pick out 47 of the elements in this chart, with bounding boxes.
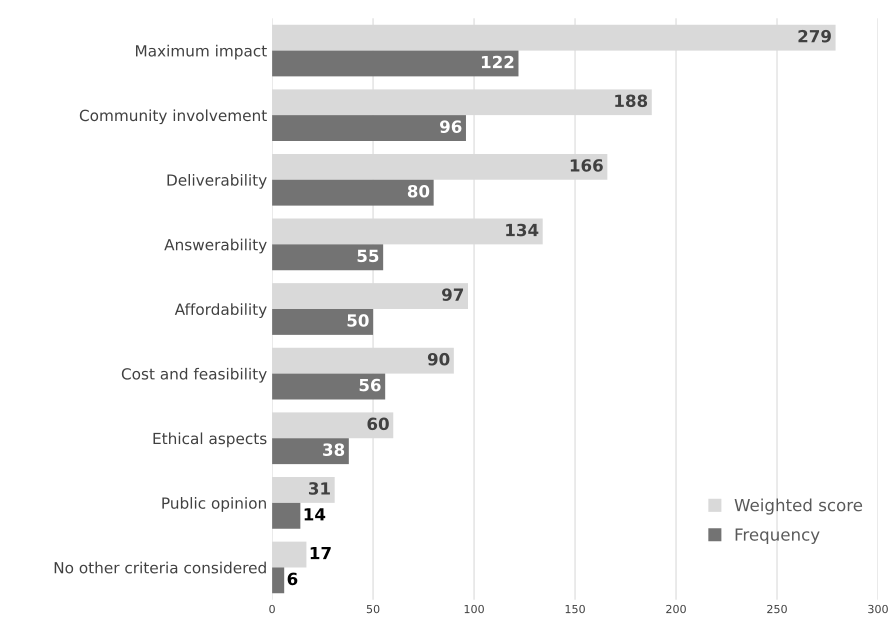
data-label: 17 — [310, 546, 331, 560]
bar — [272, 180, 434, 206]
bar — [272, 374, 386, 400]
y-tick-label: Public opinion — [162, 497, 266, 512]
data-label: 6 — [288, 572, 298, 586]
bar — [272, 50, 518, 76]
data-label: 55 — [358, 250, 378, 262]
data-label: 56 — [360, 378, 381, 392]
data-label: 90 — [428, 352, 450, 366]
x-tick-label: 300 — [868, 604, 888, 614]
data-label: 166 — [570, 159, 603, 172]
y-tick-label: Answerability — [164, 238, 267, 254]
bar — [272, 244, 384, 270]
legend-label: Weighted score — [734, 498, 862, 515]
y-tick-label: Ethical aspects — [154, 432, 266, 448]
x-tick-label: 200 — [666, 604, 686, 614]
data-label: 188 — [615, 94, 648, 108]
x-tick-label: 250 — [767, 604, 787, 614]
x-tick-label: 0 — [269, 604, 275, 614]
y-tick-label: No other criteria considered — [54, 562, 266, 574]
legend-label: Frequency — [736, 528, 820, 544]
data-label: 31 — [308, 482, 330, 495]
data-label: 97 — [442, 288, 464, 301]
y-tick-label: Maximum impact — [136, 44, 267, 60]
x-tick-label: 100 — [464, 604, 484, 614]
y-tick-label: Deliverability — [168, 174, 267, 189]
data-label: 122 — [482, 56, 514, 68]
data-label: 50 — [348, 314, 369, 327]
x-tick-label: 150 — [566, 604, 585, 614]
bar — [272, 438, 349, 464]
data-label: 60 — [367, 418, 389, 430]
y-tick-label: Affordability — [174, 303, 267, 318]
data-label: 96 — [440, 120, 462, 133]
bar — [272, 477, 335, 503]
bar — [272, 502, 300, 529]
x-tick-label: 50 — [366, 604, 380, 614]
bar — [272, 309, 374, 335]
y-tick-label: Cost and feasibility — [122, 368, 267, 383]
data-label: 134 — [506, 224, 538, 236]
data-label: 38 — [323, 443, 344, 456]
bar — [272, 567, 284, 594]
bar — [272, 115, 466, 142]
bar — [272, 542, 306, 568]
y-tick-label: Community involvement — [80, 109, 267, 124]
data-label: 80 — [408, 184, 430, 198]
data-label: 14 — [304, 508, 326, 520]
data-label: 279 — [798, 30, 831, 42]
